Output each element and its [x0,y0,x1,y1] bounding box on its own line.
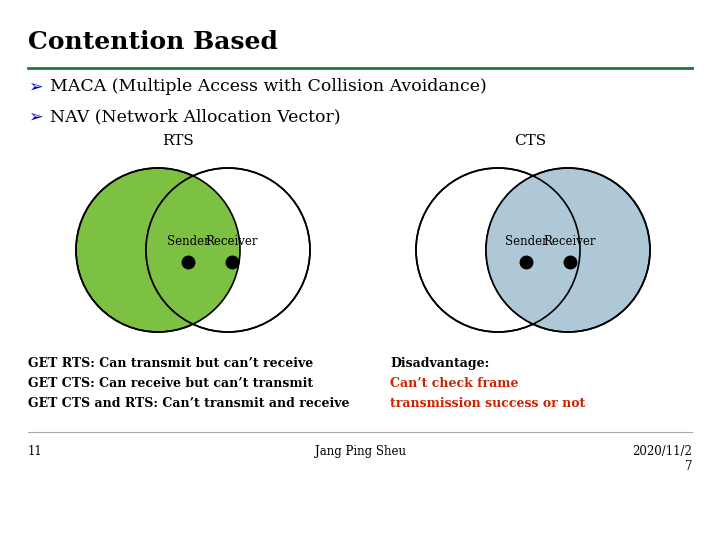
Circle shape [486,168,650,332]
Text: Sender: Sender [505,235,547,248]
Text: GET CTS and RTS: Can’t transmit and receive: GET CTS and RTS: Can’t transmit and rece… [28,397,349,410]
Text: Contention Based: Contention Based [28,30,278,54]
Text: Can’t check frame: Can’t check frame [390,377,518,390]
Text: RTS: RTS [162,134,194,148]
Text: ➢: ➢ [28,78,42,96]
Text: transmission success or not: transmission success or not [390,397,585,410]
Text: Receiver: Receiver [206,235,258,248]
Text: Disadvantage:: Disadvantage: [390,357,490,370]
Circle shape [416,168,580,332]
Text: CTS: CTS [514,134,546,148]
Circle shape [486,168,650,332]
Text: 2020/11/2
7: 2020/11/2 7 [632,445,692,473]
Text: MACA (Multiple Access with Collision Avoidance): MACA (Multiple Access with Collision Avo… [50,78,487,95]
Text: Sender: Sender [166,235,210,248]
Text: GET RTS: Can transmit but can’t receive: GET RTS: Can transmit but can’t receive [28,357,313,370]
Circle shape [146,168,310,332]
Text: Jang Ping Sheu: Jang Ping Sheu [315,445,405,458]
Text: Receiver: Receiver [544,235,596,248]
Text: ➢: ➢ [28,108,42,126]
Circle shape [76,168,240,332]
Text: 11: 11 [28,445,42,458]
Text: NAV (Network Allocation Vector): NAV (Network Allocation Vector) [50,108,341,125]
Text: GET CTS: Can receive but can’t transmit: GET CTS: Can receive but can’t transmit [28,377,313,390]
Circle shape [76,168,240,332]
